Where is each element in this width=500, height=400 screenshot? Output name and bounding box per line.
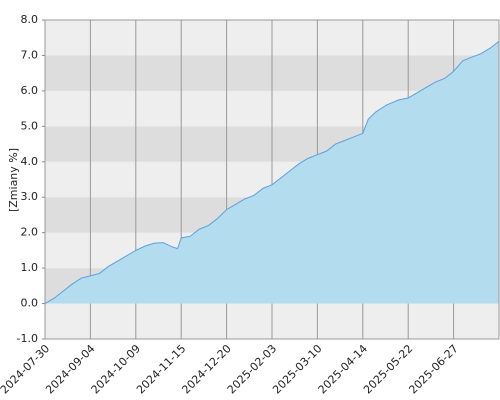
y-tick-label: 5.0 [21,119,39,132]
y-tick-label: -1.0 [17,332,38,345]
y-tick-label: 1.0 [21,261,39,274]
y-tick-label: 7.0 [21,48,39,61]
y-axis-label: [Zmiany %] [7,148,20,212]
y-tick-label: 4.0 [21,155,39,168]
y-tick-label: 0.0 [21,297,39,310]
y-tick-label: 6.0 [21,84,39,97]
line [44,40,500,304]
y-tick-label: 3.0 [21,190,39,203]
area [45,41,499,304]
x-tick-label: 2025-06-27 [406,342,460,396]
y-tick-label: 2.0 [21,226,39,239]
y-tick-label: 8.0 [21,13,39,26]
plot-border [44,19,500,340]
